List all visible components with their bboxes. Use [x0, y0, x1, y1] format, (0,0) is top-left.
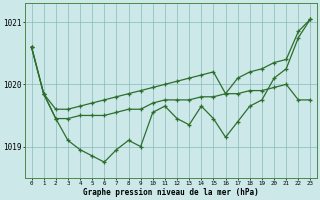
X-axis label: Graphe pression niveau de la mer (hPa): Graphe pression niveau de la mer (hPa) — [83, 188, 259, 197]
